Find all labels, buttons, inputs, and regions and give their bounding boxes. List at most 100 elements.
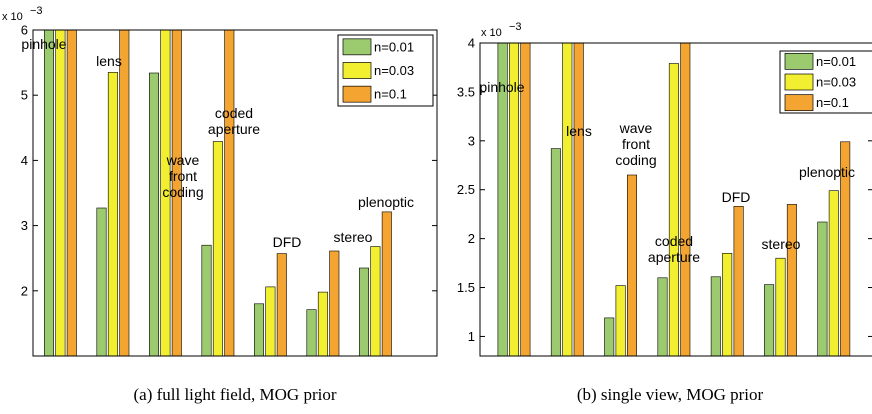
category-label: plenoptic: [799, 164, 855, 180]
bar: [201, 244, 212, 356]
category-label: lens: [96, 53, 122, 69]
legend-swatch: [342, 38, 372, 56]
y-axis-exponent: x 10: [481, 27, 502, 39]
legend-label: n=0.03: [374, 63, 414, 78]
category-label-line: front: [622, 136, 650, 152]
bar: [550, 148, 561, 356]
y-tick-label: 2: [468, 231, 475, 246]
bar: [107, 72, 118, 356]
category-label-line: DFD: [722, 189, 751, 205]
category-label-line: front: [169, 168, 197, 184]
bar: [358, 267, 369, 356]
category-label: wave front coding: [162, 152, 203, 200]
bar: [775, 257, 786, 356]
category-label-line: aperture: [208, 121, 260, 137]
bar: [497, 43, 508, 356]
y-tick-label: 2.5: [457, 182, 475, 197]
bar: [733, 206, 744, 356]
y-axis-exponent-power: −3: [30, 5, 43, 17]
legend-label: n=0.01: [374, 39, 414, 54]
plot-frame: [479, 42, 872, 357]
bar: [160, 30, 171, 356]
y-tick-label: 3.5: [457, 84, 475, 99]
category-label-line: pinhole: [21, 36, 66, 52]
category-label: coded aperture: [648, 233, 700, 265]
bar: [224, 30, 235, 356]
legend-label: n=0.1: [374, 87, 407, 102]
category-label: stereo: [334, 229, 373, 245]
bars: [43, 30, 392, 356]
category-label-line: coded: [655, 233, 693, 249]
bar: [764, 284, 775, 356]
bar: [66, 30, 77, 356]
bars: [497, 43, 851, 356]
bar: [119, 30, 130, 356]
legend-label: n=0.03: [816, 75, 856, 90]
y-tick-label: 3: [468, 133, 475, 148]
plot-frame: [32, 29, 438, 357]
category-label: plenoptic: [358, 194, 414, 210]
y-tick-label: 5: [21, 88, 28, 103]
category-label: coded aperture: [208, 105, 260, 137]
category-label-line: aperture: [648, 249, 700, 265]
bar: [265, 286, 276, 356]
bar: [562, 43, 573, 356]
legend: n=0.01 n=0.03 n=0.1: [779, 50, 872, 114]
category-label: DFD: [273, 234, 302, 250]
bar: [370, 246, 381, 356]
legend: n=0.01 n=0.03 n=0.1: [337, 34, 434, 107]
category-label-line: stereo: [334, 229, 373, 245]
category-label-line: plenoptic: [358, 194, 414, 210]
bar: [722, 253, 733, 356]
category-label: DFD: [722, 189, 751, 205]
category-label-line: pinhole: [479, 79, 524, 95]
bar: [171, 30, 182, 356]
bar: [212, 141, 223, 356]
y-tick-label: 1: [468, 329, 475, 344]
category-label-line: wave: [166, 152, 200, 168]
legend-label: n=0.01: [816, 54, 856, 69]
category-label: pinhole: [21, 36, 66, 52]
bar: [508, 43, 519, 356]
bar: [149, 72, 160, 356]
y-tick-label: 4: [21, 153, 28, 168]
y-tick-label: 6: [21, 23, 28, 38]
bar: [615, 285, 626, 356]
y-tick-label: 3: [21, 218, 28, 233]
bar: [306, 309, 317, 356]
bar: [668, 63, 679, 356]
legend-label: n=0.1: [816, 95, 849, 110]
category-label-line: plenoptic: [799, 164, 855, 180]
y-tick-label: 2: [21, 283, 28, 298]
category-label-line: wave: [619, 120, 653, 136]
bar: [626, 174, 637, 356]
bar: [817, 221, 828, 356]
category-label-line: lens: [566, 123, 592, 139]
category-label-line: lens: [96, 53, 122, 69]
category-label: stereo: [762, 236, 801, 252]
category-label-line: coding: [615, 152, 656, 168]
legend-swatch: [342, 62, 372, 79]
category-label-line: coded: [215, 105, 253, 121]
bar: [381, 211, 392, 356]
y-axis-exponent-power: −3: [509, 21, 522, 33]
category-label-line: DFD: [273, 234, 302, 250]
chart-caption: (a) full light field, MOG prior: [133, 385, 336, 404]
bar: [317, 291, 328, 356]
bar: [573, 43, 584, 356]
bar: [96, 207, 107, 356]
y-tick-label: 4: [468, 36, 475, 51]
bar: [840, 141, 851, 356]
bar: [254, 303, 265, 356]
legend-swatch: [342, 85, 372, 103]
legend-swatch: [784, 52, 814, 70]
bar: [786, 204, 797, 356]
legend-swatch: [784, 73, 814, 91]
bar: [828, 190, 839, 356]
bar: [680, 43, 691, 356]
bar: [43, 30, 54, 356]
bar: [657, 277, 668, 356]
